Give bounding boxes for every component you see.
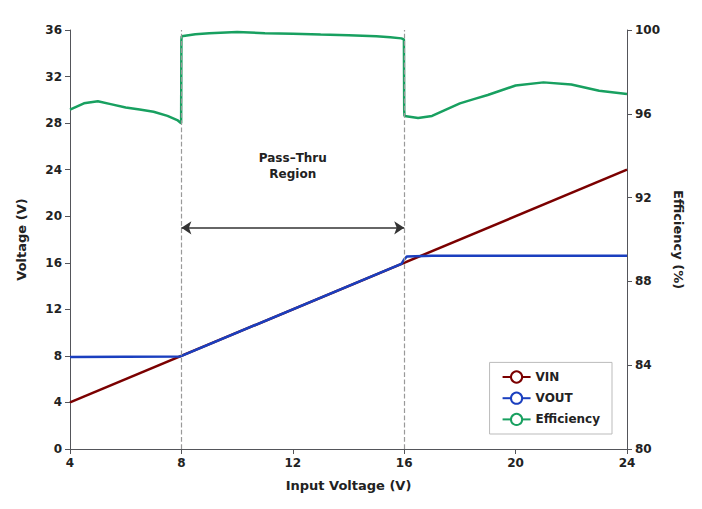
svg-text:8: 8 [177, 456, 185, 470]
svg-text:88: 88 [635, 274, 652, 288]
svg-text:24: 24 [45, 163, 62, 177]
svg-text:4: 4 [66, 456, 74, 470]
svg-text:Pass–Thru: Pass–Thru [259, 151, 327, 165]
svg-text:4: 4 [54, 395, 62, 409]
svg-text:24: 24 [619, 456, 636, 470]
svg-text:Efficiency (%): Efficiency (%) [671, 190, 686, 289]
svg-text:16: 16 [45, 256, 62, 270]
svg-text:20: 20 [507, 456, 524, 470]
svg-text:Input Voltage (V): Input Voltage (V) [286, 478, 412, 493]
svg-text:28: 28 [45, 116, 62, 130]
svg-text:20: 20 [45, 209, 62, 223]
svg-text:36: 36 [45, 23, 62, 37]
svg-text:100: 100 [635, 23, 660, 37]
svg-text:0: 0 [54, 442, 62, 456]
svg-text:12: 12 [45, 302, 62, 316]
svg-text:VIN: VIN [536, 370, 560, 384]
svg-text:12: 12 [284, 456, 301, 470]
svg-text:32: 32 [45, 70, 62, 84]
svg-text:92: 92 [635, 191, 652, 205]
svg-text:8: 8 [54, 349, 62, 363]
svg-text:16: 16 [396, 456, 413, 470]
svg-text:96: 96 [635, 107, 652, 121]
svg-text:80: 80 [635, 442, 652, 456]
svg-text:Voltage (V): Voltage (V) [14, 198, 29, 280]
svg-text:VOUT: VOUT [536, 391, 574, 405]
svg-text:Region: Region [269, 167, 316, 181]
svg-text:84: 84 [635, 358, 652, 372]
svg-text:Efficiency: Efficiency [536, 412, 601, 426]
